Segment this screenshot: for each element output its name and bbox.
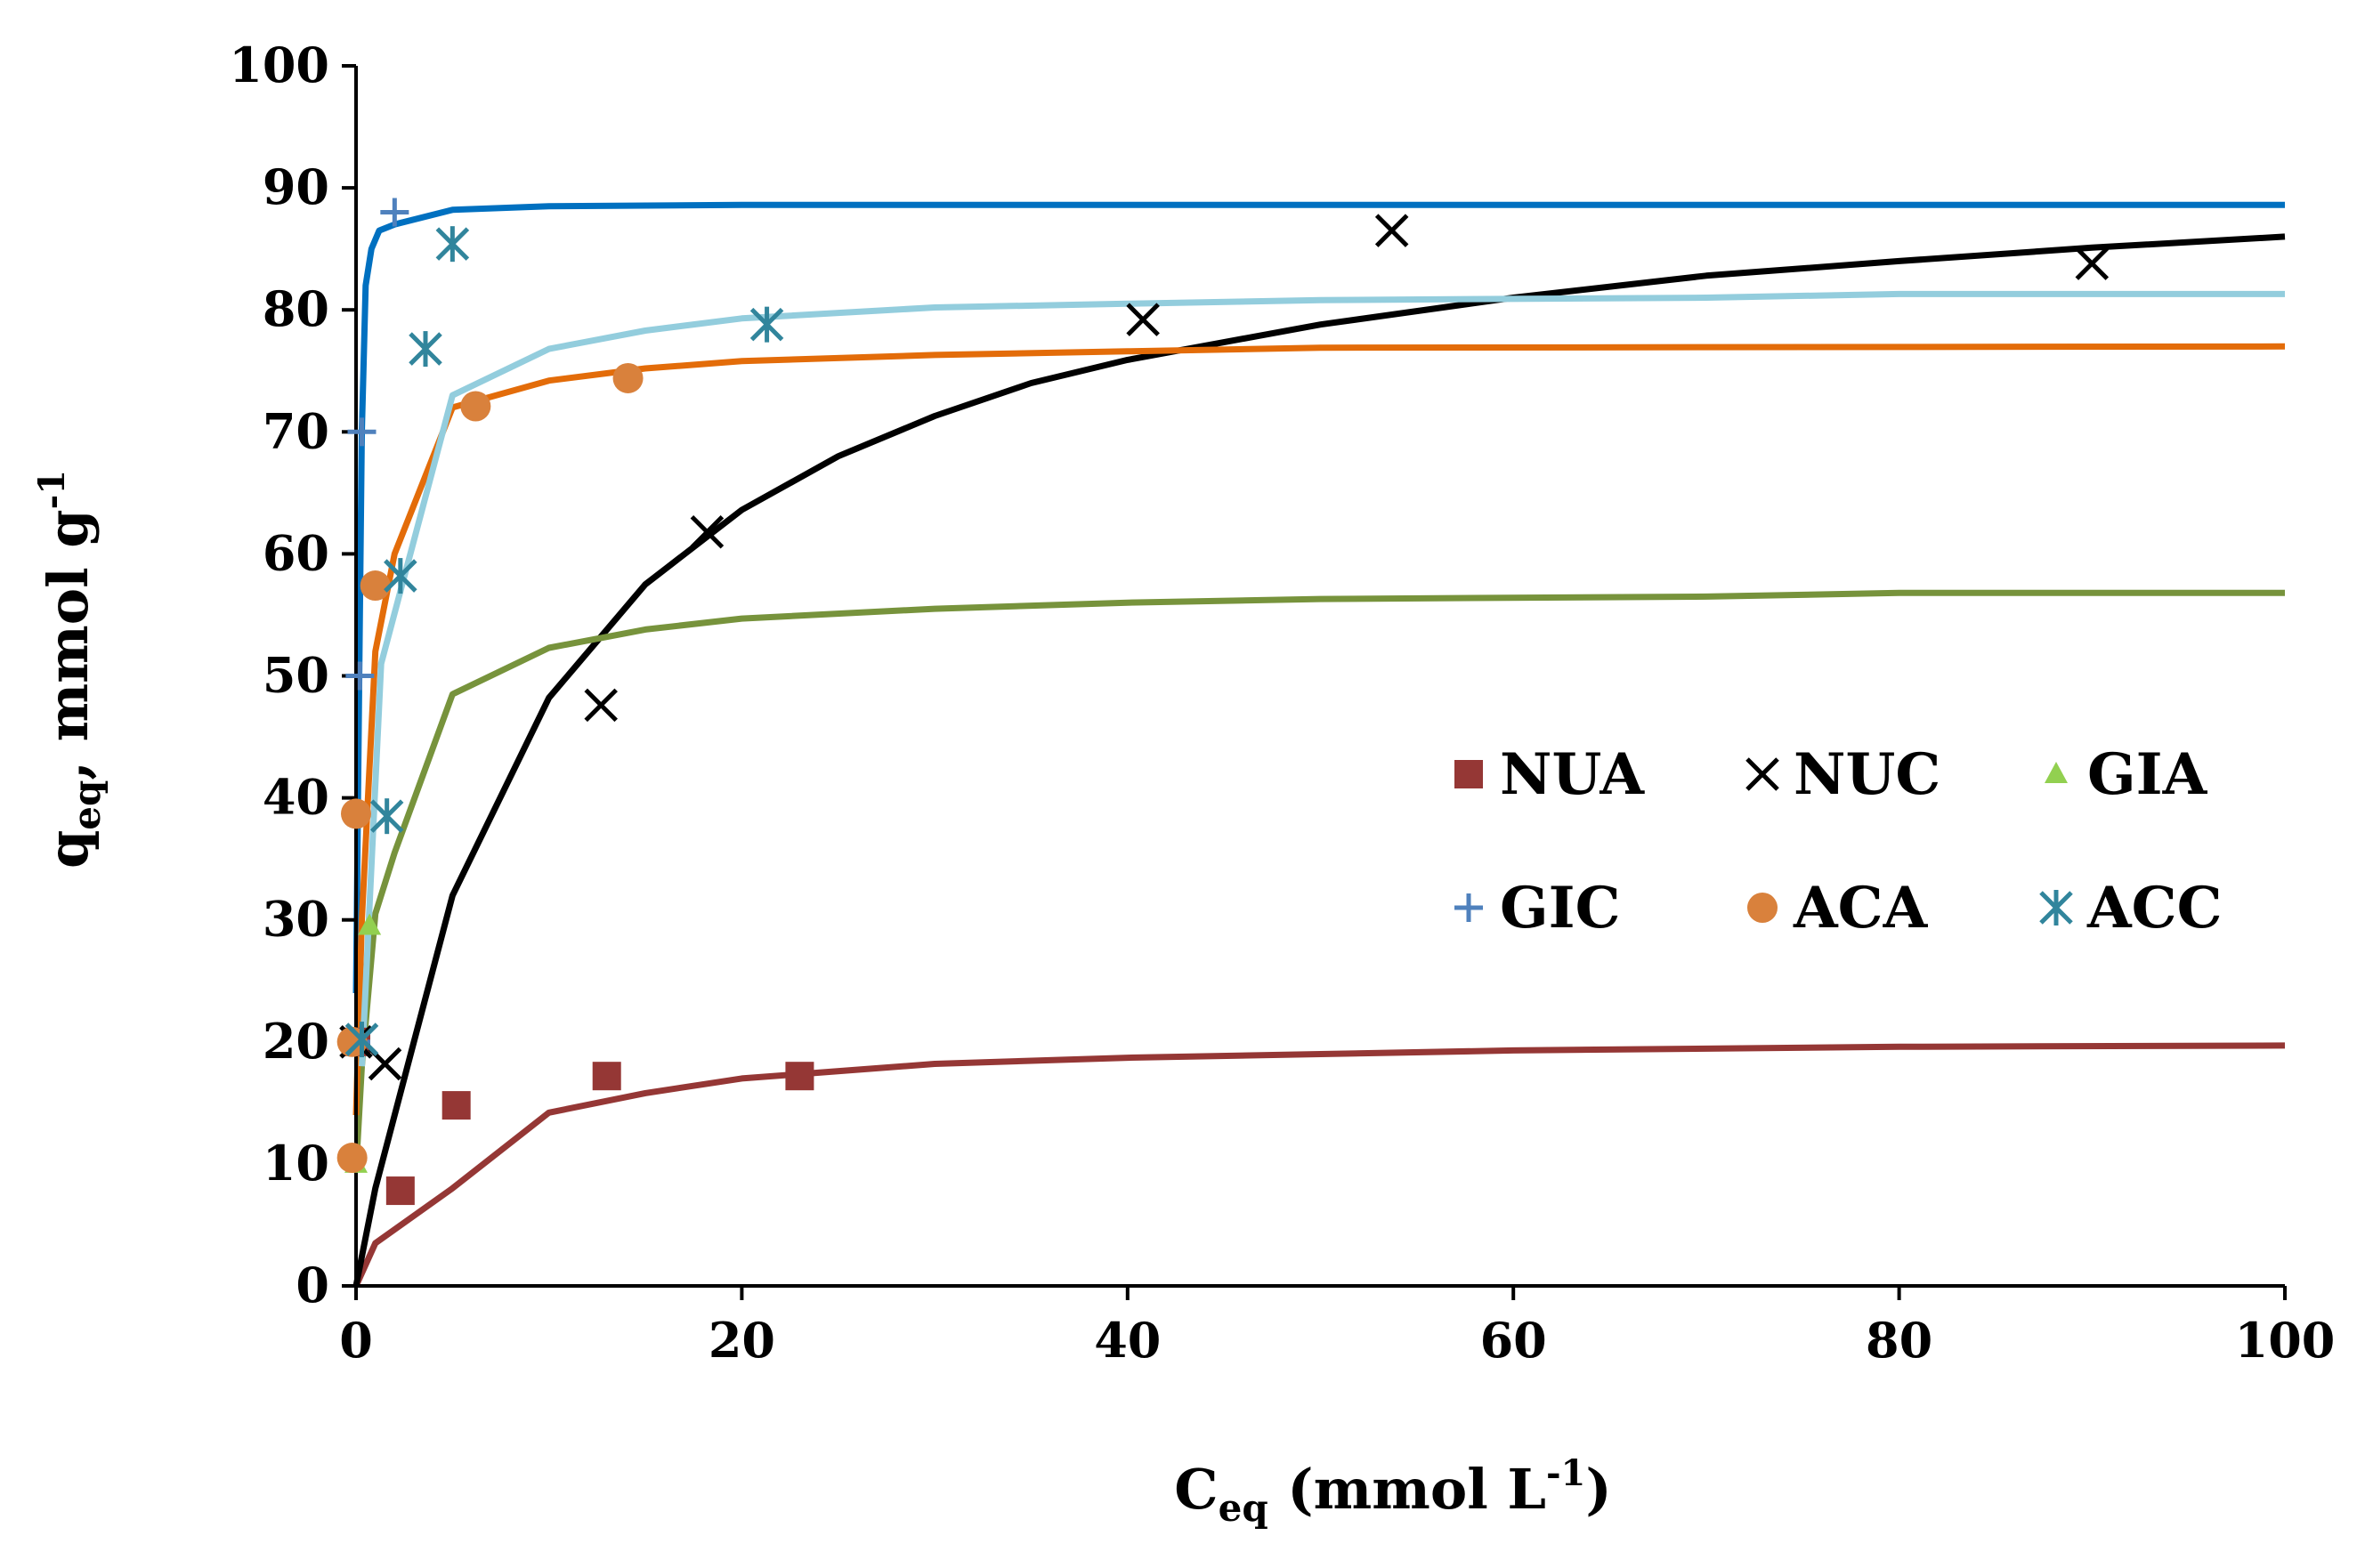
point-gia	[358, 913, 382, 935]
legend-marker-aca	[1747, 893, 1778, 923]
y-tick-label: 10	[263, 1135, 329, 1192]
fit-curves	[352, 201, 2286, 1288]
point-acc	[749, 306, 784, 343]
legend-item-gia: GIA	[2045, 741, 2208, 808]
point-acc	[409, 331, 442, 368]
x-axis-ticks: 0 20 40 60 80 100	[339, 1286, 2335, 1369]
x-tick-label: 80	[1866, 1312, 1932, 1369]
y-axis-title: qeq, mmol g-1	[31, 470, 109, 869]
point-aca	[336, 1143, 368, 1174]
legend-label: ACC	[2086, 875, 2223, 942]
legend-label: NUA	[1500, 741, 1645, 808]
x-title-sup: -1	[1546, 1452, 1585, 1494]
y-title-rest: , mmol g	[36, 509, 101, 780]
point-gic	[345, 661, 375, 691]
x-title-end: )	[1585, 1457, 1611, 1522]
fit-curve-nuc	[352, 233, 2286, 1287]
x-title-main: C	[1174, 1457, 1218, 1522]
point-nuc	[690, 514, 725, 549]
fit-curve-gia	[352, 589, 2285, 1170]
data-points	[336, 198, 2110, 1206]
point-nua	[441, 1091, 471, 1120]
y-title-sup: -1	[31, 470, 73, 509]
point-nuc	[2075, 247, 2110, 280]
x-title-sub: eq	[1219, 1486, 1268, 1530]
y-tick-label: 90	[263, 158, 329, 215]
x-tick-label: 40	[1094, 1312, 1161, 1369]
legend-marker-gia	[2045, 762, 2068, 783]
x-tick-label: 100	[2235, 1312, 2336, 1369]
point-aca	[612, 362, 644, 393]
y-tick-label: 30	[263, 891, 329, 948]
legend-item-acc: ACC	[2039, 875, 2223, 942]
point-nuc	[1374, 214, 1409, 247]
y-axis-ticks: 0 10 20 30 40 50 60 70 80 90 100	[229, 36, 356, 1313]
point-nua	[785, 1062, 814, 1091]
legend-marker-gic	[1454, 893, 1483, 922]
x-tick-label: 60	[1480, 1312, 1547, 1369]
legend-label: GIC	[1500, 875, 1621, 942]
point-gic	[347, 417, 377, 447]
legend-item-nuc: NUC	[1745, 741, 1940, 808]
fit-curve-aca	[352, 343, 2286, 1116]
y-title-main: q	[36, 830, 101, 869]
y-title-sub: eq	[65, 780, 109, 830]
legend-item-aca: ACA	[1747, 875, 1929, 942]
y-tick-label: 80	[263, 280, 329, 337]
y-tick-label: 0	[296, 1257, 329, 1313]
legend-marker-nua	[1454, 760, 1483, 788]
legend-item-gic: GIC	[1454, 875, 1621, 942]
y-tick-label: 40	[263, 769, 329, 826]
y-tick-label: 50	[263, 647, 329, 704]
point-aca	[341, 798, 371, 829]
legend-item-nua: NUA	[1454, 741, 1645, 808]
legend-marker-acc	[2039, 890, 2073, 925]
x-title-rest: (mmol L	[1268, 1457, 1546, 1522]
point-nua	[385, 1176, 415, 1206]
point-nuc	[1126, 303, 1160, 336]
point-acc	[384, 558, 417, 594]
fit-curve-acc	[359, 290, 2285, 1067]
fit-curve-gic	[352, 201, 2285, 994]
point-acc	[435, 226, 470, 263]
legend-label: ACA	[1793, 875, 1929, 942]
point-aca	[460, 391, 491, 422]
x-axis-title: Ceq (mmol L-1)	[1174, 1452, 1611, 1530]
x-tick-label: 0	[339, 1312, 373, 1369]
y-tick-label: 70	[263, 402, 329, 459]
legend: NUA NUC GIA GIC ACA ACC	[1454, 741, 2223, 942]
x-tick-label: 20	[709, 1312, 775, 1369]
y-tick-label: 60	[263, 524, 329, 581]
point-acc	[344, 1022, 379, 1058]
point-nuc	[584, 688, 618, 723]
point-aca	[360, 570, 391, 602]
point-nua	[592, 1062, 621, 1091]
axes	[354, 66, 2285, 1288]
legend-marker-nuc	[1745, 757, 1779, 791]
point-acc	[369, 798, 404, 835]
y-tick-label: 20	[263, 1013, 329, 1070]
fit-curve-nua	[352, 1042, 2286, 1288]
y-tick-label: 100	[229, 36, 329, 93]
legend-label: GIA	[2087, 741, 2208, 808]
point-gic	[380, 198, 409, 227]
legend-label: NUC	[1794, 741, 1940, 808]
